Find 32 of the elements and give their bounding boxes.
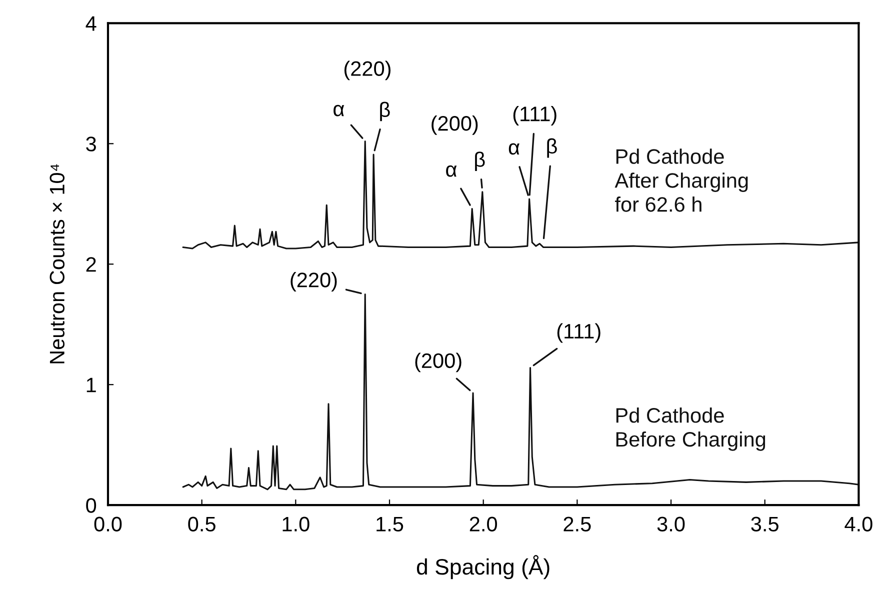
x-tick-label: 4.0 bbox=[844, 516, 872, 532]
x-tick-label: 2.0 bbox=[470, 516, 498, 532]
annotation: α bbox=[334, 104, 344, 116]
annotation: (220) bbox=[344, 60, 390, 80]
x-tick-label: 0.5 bbox=[188, 516, 216, 532]
line-series bbox=[182, 293, 859, 490]
annotation: β bbox=[547, 138, 557, 158]
annotation: β bbox=[475, 152, 485, 171]
y-tick-label: 0 bbox=[86, 498, 96, 513]
y-tick-label: 2 bbox=[86, 257, 96, 272]
x-tick-label: 3.5 bbox=[751, 516, 778, 532]
x-tick-label: 3.0 bbox=[657, 516, 685, 532]
x-axis-title: d Spacing (Å) bbox=[416, 555, 550, 580]
annotation: α bbox=[508, 143, 520, 155]
annotation: α bbox=[446, 165, 457, 177]
series-label: Pd Cathode After Charging for 62.6 h bbox=[614, 148, 748, 212]
y-tick-label: 4 bbox=[86, 16, 96, 31]
annotation: (200) bbox=[415, 352, 462, 372]
x-tick-label: 0.0 bbox=[94, 516, 122, 532]
series-label: Pd Cathode Before Charging bbox=[616, 407, 766, 451]
annotation: (111) bbox=[557, 323, 600, 343]
x-tick-label: 2.5 bbox=[564, 516, 591, 532]
annotation: β bbox=[380, 102, 390, 122]
y-tick-label: 1 bbox=[86, 378, 96, 392]
x-tick-label: 1.0 bbox=[282, 516, 310, 532]
y-axis-title: Neutron Counts × 10⁴ bbox=[50, 164, 65, 364]
line-series bbox=[182, 140, 859, 250]
annotation: (220) bbox=[290, 272, 337, 292]
annotation: (200) bbox=[432, 115, 478, 135]
x-tick-label: 1.5 bbox=[376, 516, 404, 532]
annotation: (111) bbox=[513, 106, 556, 126]
y-tick-label: 3 bbox=[86, 136, 96, 152]
